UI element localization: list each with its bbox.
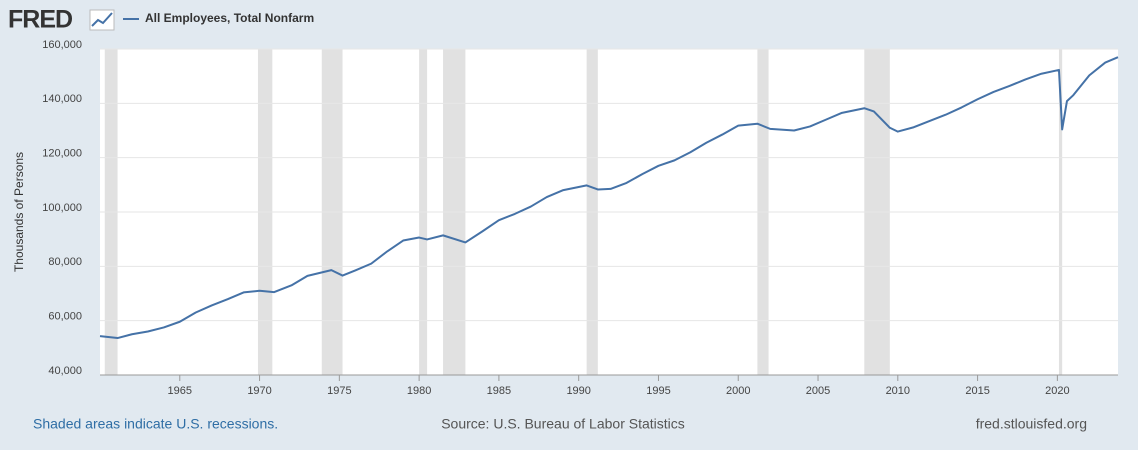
x-tick-label: 1970 [247, 385, 271, 397]
x-tick-label: 1965 [168, 385, 192, 397]
x-tick-label: 2010 [886, 385, 910, 397]
y-tick-label: 140,000 [42, 93, 82, 105]
x-tick-label: 2020 [1045, 385, 1069, 397]
y-tick-label: 60,000 [48, 311, 82, 323]
x-tick-label: 2005 [806, 385, 830, 397]
x-tick-label: 1995 [646, 385, 670, 397]
y-tick-label: 80,000 [48, 256, 82, 268]
source: Source: U.S. Bureau of Labor Statistics [441, 416, 685, 432]
y-tick-label: 160,000 [42, 39, 82, 51]
logo-icon [89, 9, 115, 31]
y-tick-label: 120,000 [42, 148, 82, 160]
x-tick-label: 1985 [487, 385, 511, 397]
x-tick-label: 1990 [566, 385, 590, 397]
x-tick-label: 1980 [407, 385, 431, 397]
x-tick-label: 2015 [965, 385, 989, 397]
logo: FRED [8, 6, 72, 34]
y-tick-label: 100,000 [42, 202, 82, 214]
x-tick-label: 1975 [327, 385, 351, 397]
legend-label: All Employees, Total Nonfarm [145, 11, 314, 25]
y-axis-label: Thousands of Persons [12, 152, 26, 272]
y-tick-label: 40,000 [48, 365, 82, 377]
site[interactable]: fred.stlouisfed.org [976, 416, 1087, 432]
series-line [99, 56, 1119, 340]
x-tick-label: 2000 [726, 385, 750, 397]
recession-note[interactable]: Shaded areas indicate U.S. recessions. [33, 416, 278, 432]
